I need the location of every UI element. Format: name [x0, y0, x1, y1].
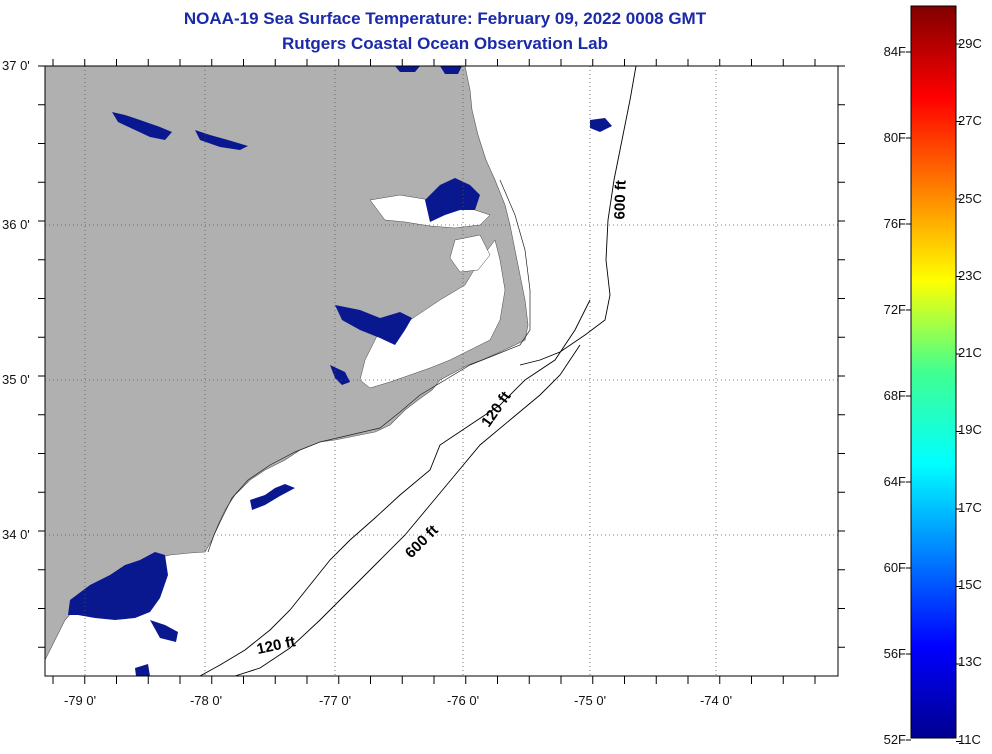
cb-c-23: 23C: [958, 268, 982, 283]
chart-title: NOAA-19 Sea Surface Temperature: Februar…: [183, 9, 707, 28]
cb-f-76: 76F: [884, 216, 906, 231]
axis-ticks: [38, 59, 845, 684]
contour-600ft-north: [519, 65, 637, 366]
cb-f-72: 72F: [884, 302, 906, 317]
cb-c-15: 15C: [958, 577, 982, 592]
cb-c-17: 17C: [958, 500, 982, 515]
coastline-barrier: [207, 179, 531, 553]
lon-label-75: -75 0': [574, 693, 606, 708]
lat-label-35: 35 0': [2, 372, 30, 387]
map-frame: [44, 65, 839, 677]
lon-label-78: -78 0': [190, 693, 222, 708]
lat-label-34: 34 0': [2, 527, 30, 542]
cb-f-80: 80F: [884, 130, 906, 145]
cb-f-60: 60F: [884, 560, 906, 575]
cb-f-68: 68F: [884, 388, 906, 403]
cb-c-19: 19C: [958, 422, 982, 437]
lon-label-74: -74 0': [700, 693, 732, 708]
chart-subtitle: Rutgers Coastal Ocean Observation Lab: [282, 34, 608, 53]
coastal-sound: [449, 234, 491, 273]
cb-c-29: 29C: [958, 36, 982, 51]
cb-c-13: 13C: [958, 654, 982, 669]
lon-label-77: -77 0': [319, 693, 351, 708]
isobath-contours: [199, 65, 637, 677]
cb-c-27: 27C: [958, 113, 982, 128]
cb-f-56: 56F: [884, 646, 906, 661]
cb-f-64: 64F: [884, 474, 906, 489]
contour-label-600ft-north: 600 ft: [611, 180, 629, 220]
pamlico-sound: [359, 239, 506, 389]
lat-label-36: 36 0': [2, 217, 30, 232]
lon-label-76: -76 0': [447, 693, 479, 708]
graticule: [45, 66, 838, 676]
lat-label-37: 37 0': [2, 58, 30, 73]
colorbar-ticks: [906, 43, 961, 742]
contour-120ft: [199, 299, 591, 677]
lon-label-79: -79 0': [64, 693, 96, 708]
contour-600ft-south: [234, 344, 581, 677]
cb-f-52: 52F: [884, 732, 906, 747]
cb-c-21: 21C: [958, 345, 982, 360]
cold-water-patches: [68, 66, 612, 676]
cb-c-25: 25C: [958, 191, 982, 206]
colorbar: [910, 5, 957, 739]
cb-f-84: 84F: [884, 44, 906, 59]
cb-c-11: 11C: [958, 732, 981, 747]
